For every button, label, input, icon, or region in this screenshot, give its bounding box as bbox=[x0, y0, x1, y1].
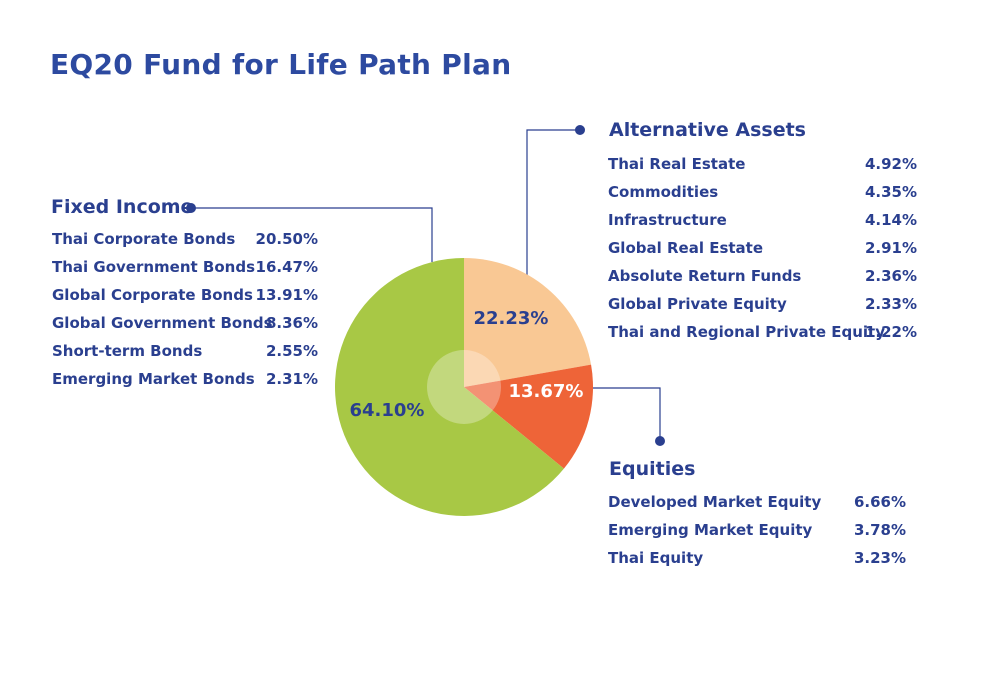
item-label: Thai Corporate Bonds bbox=[52, 230, 236, 248]
list-item: Emerging Market Equity 3.78% bbox=[608, 517, 906, 545]
slice-equities bbox=[464, 364, 593, 469]
slice-alternative-assets bbox=[464, 258, 592, 387]
equities-connector bbox=[585, 387, 661, 441]
fixed-income-title: Fixed Income bbox=[51, 196, 194, 218]
item-value: 2.33% bbox=[864, 295, 917, 313]
item-value: 16.47% bbox=[255, 258, 318, 276]
list-item: Thai Real Estate 4.92% bbox=[608, 151, 917, 179]
item-label: Thai Real Estate bbox=[608, 155, 746, 173]
item-value: 2.36% bbox=[864, 267, 917, 285]
alternative-assets-connector bbox=[526, 129, 580, 275]
slice-label: 13.67% bbox=[509, 381, 584, 402]
page-title: EQ20 Fund for Life Path Plan bbox=[50, 48, 512, 81]
item-label: Thai Government Bonds bbox=[52, 258, 255, 276]
list-item: Infrastructure 4.14% bbox=[608, 207, 917, 235]
item-label: Global Government Bonds bbox=[52, 314, 273, 332]
item-value: 8.36% bbox=[265, 314, 318, 332]
list-item: Short-term Bonds 2.55% bbox=[52, 338, 318, 366]
fixed-income-connector-dot bbox=[186, 203, 196, 213]
pie-center-highlight bbox=[427, 350, 501, 424]
equities-list: Developed Market Equity 6.66% Emerging Mar… bbox=[608, 489, 906, 573]
list-item: Global Private Equity 2.33% bbox=[608, 291, 917, 319]
item-label: Thai and Regional Private Equity bbox=[608, 323, 885, 341]
slice-label: 64.10% bbox=[350, 400, 425, 421]
list-item: Emerging Market Bonds 2.31% bbox=[52, 366, 318, 394]
item-value: 4.14% bbox=[864, 211, 917, 229]
item-label: Global Corporate Bonds bbox=[52, 286, 253, 304]
alternative-assets-connector-dot bbox=[575, 125, 585, 135]
item-value: 2.31% bbox=[265, 370, 318, 388]
list-item: Thai Government Bonds 16.47% bbox=[52, 254, 318, 282]
item-label: Short-term Bonds bbox=[52, 342, 203, 360]
list-item: Thai and Regional Private Equity 1.22% bbox=[608, 319, 917, 347]
list-item: Commodities 4.35% bbox=[608, 179, 917, 207]
alternative-assets-title: Alternative Assets bbox=[609, 119, 806, 141]
item-value: 13.91% bbox=[255, 286, 318, 304]
item-value: 3.78% bbox=[853, 521, 906, 539]
list-item: Thai Corporate Bonds 20.50% bbox=[52, 226, 318, 254]
fixed-income-list: Thai Corporate Bonds 20.50% Thai Governmen… bbox=[52, 226, 318, 394]
list-item: Absolute Return Funds 2.36% bbox=[608, 263, 917, 291]
list-item: Global Corporate Bonds 13.91% bbox=[52, 282, 318, 310]
item-label: Emerging Market Equity bbox=[608, 521, 813, 539]
alternative-assets-list: Thai Real Estate 4.92% Commodities 4.35% Inf… bbox=[608, 151, 917, 347]
item-value: 6.66% bbox=[853, 493, 906, 511]
list-item: Developed Market Equity 6.66% bbox=[608, 489, 906, 517]
item-label: Infrastructure bbox=[608, 211, 727, 229]
item-label: Thai Equity bbox=[608, 549, 704, 567]
equities-title: Equities bbox=[609, 458, 696, 480]
list-item: Thai Equity 3.23% bbox=[608, 545, 906, 573]
item-value: 4.35% bbox=[864, 183, 917, 201]
slice-label: 22.23% bbox=[474, 308, 549, 329]
item-value: 4.92% bbox=[864, 155, 917, 173]
item-label: Global Private Equity bbox=[608, 295, 787, 313]
item-label: Emerging Market Bonds bbox=[52, 370, 255, 388]
item-value: 1.22% bbox=[864, 323, 917, 341]
connector-lines bbox=[186, 125, 665, 446]
item-value: 20.50% bbox=[255, 230, 318, 248]
item-label: Global Real Estate bbox=[608, 239, 764, 257]
equities-connector-dot bbox=[655, 436, 665, 446]
item-label: Developed Market Equity bbox=[608, 493, 822, 511]
item-label: Absolute Return Funds bbox=[608, 267, 802, 285]
item-label: Commodities bbox=[608, 183, 719, 201]
item-value: 2.55% bbox=[265, 342, 318, 360]
item-value: 2.91% bbox=[864, 239, 917, 257]
list-item: Global Real Estate 2.91% bbox=[608, 235, 917, 263]
fixed-income-connector bbox=[191, 207, 433, 262]
item-value: 3.23% bbox=[853, 549, 906, 567]
list-item: Global Government Bonds 8.36% bbox=[52, 310, 318, 338]
slice-fixed-income bbox=[335, 258, 564, 516]
